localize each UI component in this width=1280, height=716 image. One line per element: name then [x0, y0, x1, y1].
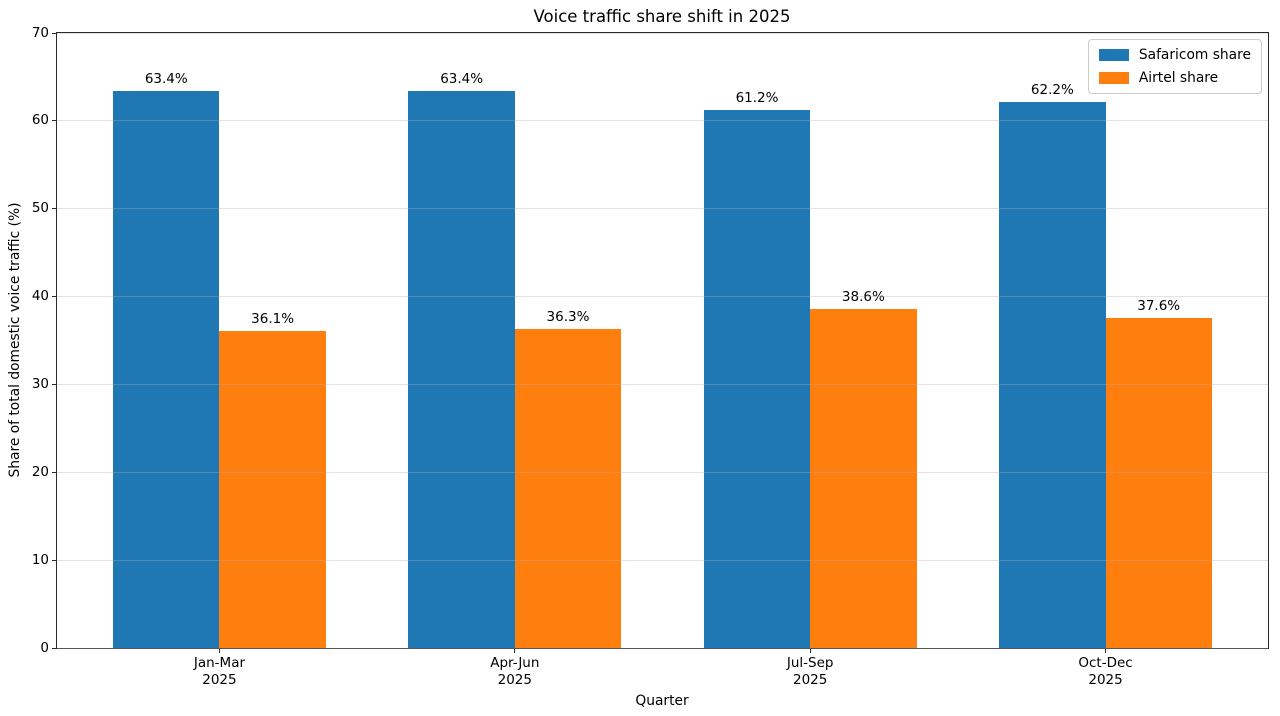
chart-title: Voice traffic share shift in 2025 [533, 7, 791, 26]
bar-value-label: 36.3% [546, 309, 590, 326]
legend-color-patch [1098, 72, 1129, 84]
x-tick-label-oct-dec: Oct-Dec 2025 [1036, 655, 1176, 688]
bar-value-label: 37.6% [1137, 297, 1181, 314]
x-tickmark [514, 649, 516, 653]
y-tick-label-70: 70 [31, 24, 49, 41]
y-tick-label-60: 60 [31, 112, 49, 129]
legend-label: Airtel share [1138, 70, 1219, 86]
bar-safaricom-share-jan-mar [113, 90, 220, 648]
legend: Safaricom share Airtel share [1087, 39, 1262, 94]
x-tickmark [218, 649, 220, 653]
x-axis-label: Quarter [635, 693, 689, 709]
x-tick-label-line: Jan-Mar [193, 655, 246, 671]
bar-airtel-share-apr-jun [514, 329, 622, 648]
x-tickmark [809, 649, 811, 653]
y-tick-label-0: 0 [40, 639, 49, 656]
legend-item-airtel-share: Airtel share [1098, 70, 1251, 86]
bars-layer: 63.4% 63.4% 61.2% 62.2% 36.1% 36.3% 38.6% 37.6% [57, 33, 1268, 648]
bar-value-label: 63.4% [144, 70, 188, 87]
bar-airtel-share-jan-mar [219, 330, 326, 648]
x-tick-label-line: Oct-Dec [1078, 655, 1133, 671]
bar-value-label: 63.4% [440, 70, 484, 87]
legend-color-patch [1098, 49, 1129, 61]
x-tick-label-line: 2025 [202, 671, 237, 688]
plot-area: 63.4% 63.4% 61.2% 62.2% 36.1% 36.3% 38.6% 37.6%… [56, 32, 1269, 649]
x-tick-label-line: 2025 [1088, 671, 1123, 688]
x-tick-label-line: Jul-Sep [786, 655, 834, 671]
bar-safaricom-share-jul-sep [703, 110, 811, 648]
y-axis-label: Share of total domestic voice traffic (%… [7, 202, 23, 478]
y-tick-label-10: 10 [31, 551, 49, 568]
x-tick-label-line: 2025 [497, 671, 532, 688]
x-tick-label-line: 2025 [792, 671, 828, 688]
bar-value-label: 62.2% [1030, 81, 1074, 98]
legend-label: Safaricom share [1138, 47, 1251, 63]
x-tick-label-jul-sep: Jul-Sep 2025 [740, 655, 880, 688]
bar-airtel-share-jul-sep [810, 308, 917, 648]
bar-safaricom-share-apr-jun [408, 90, 515, 648]
bar-value-label: 36.1% [251, 310, 295, 327]
bar-airtel-share-oct-dec [1105, 317, 1212, 648]
bar-safaricom-share-oct-dec [999, 101, 1106, 648]
x-tick-label-apr-jun: Apr-Jun 2025 [445, 655, 585, 688]
bar-value-label: 61.2% [735, 90, 779, 107]
x-tickmark [1105, 649, 1107, 653]
x-tick-label-line: Apr-Jun [490, 655, 540, 671]
legend-item-safaricom-share: Safaricom share [1098, 47, 1251, 63]
bar-value-label: 38.6% [841, 288, 885, 305]
x-tick-label-jan-mar: Jan-Mar 2025 [149, 655, 289, 688]
